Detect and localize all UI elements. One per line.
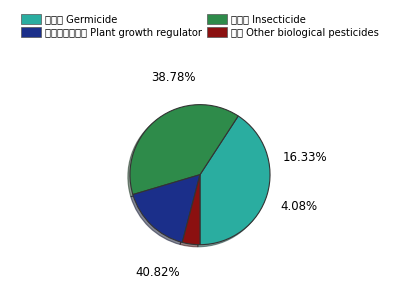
Text: 38.78%: 38.78% <box>151 71 196 84</box>
Wedge shape <box>130 105 238 195</box>
Wedge shape <box>133 175 200 243</box>
Text: 40.82%: 40.82% <box>136 266 180 279</box>
Legend: 杀菌剂 Germicide, 植物生长调节剂 Plant growth regulator, 杀虫剂 Insecticide, 其他 Other biologi: 杀菌剂 Germicide, 植物生长调节剂 Plant growth regu… <box>19 12 381 39</box>
Text: 4.08%: 4.08% <box>280 200 318 213</box>
Wedge shape <box>182 175 200 245</box>
Text: 16.33%: 16.33% <box>283 151 327 164</box>
Wedge shape <box>200 116 270 245</box>
